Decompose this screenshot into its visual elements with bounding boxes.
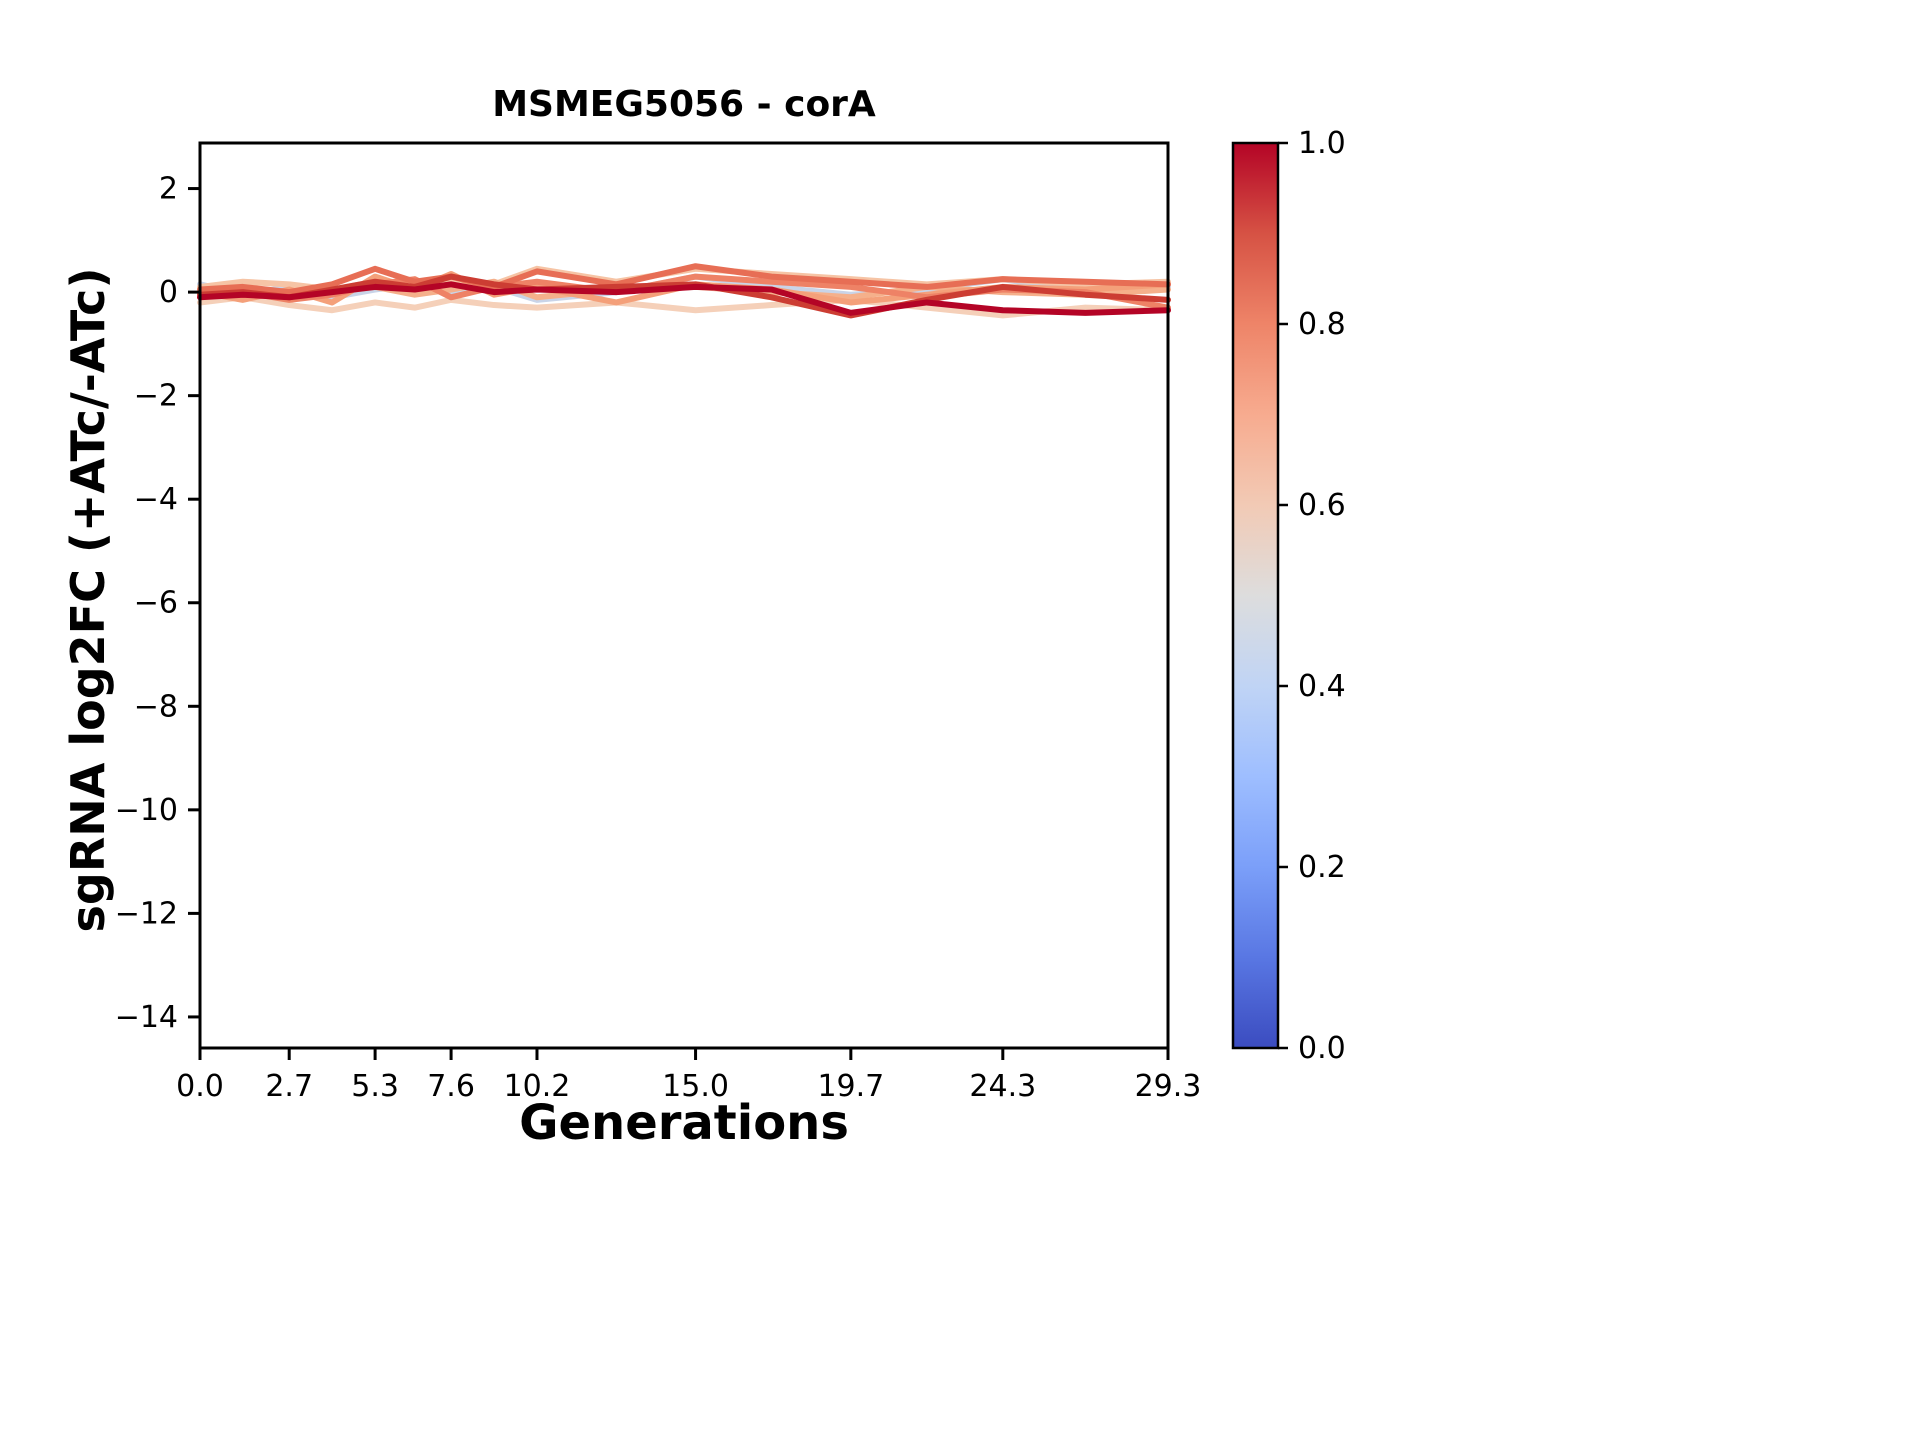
x-tick-label: 24.3 bbox=[969, 1069, 1036, 1104]
series-line bbox=[197, 281, 1171, 316]
x-tick-label: 7.6 bbox=[427, 1069, 475, 1104]
x-tick-label: 15.0 bbox=[662, 1069, 729, 1104]
colorbar-tick-label: 0.2 bbox=[1298, 850, 1346, 885]
y-tick-label: −8 bbox=[134, 689, 178, 724]
y-tick-label: −6 bbox=[134, 586, 178, 621]
y-tick-label: −14 bbox=[115, 1000, 178, 1035]
colorbar-tick-label: 0.0 bbox=[1298, 1031, 1346, 1066]
series-line bbox=[197, 294, 1171, 319]
y-tick-label: −10 bbox=[115, 793, 178, 828]
y-tick-label: −2 bbox=[134, 379, 178, 414]
colorbar-tick-label: 1.0 bbox=[1298, 126, 1346, 161]
y-tick-label: −12 bbox=[115, 896, 178, 931]
x-tick-label: 19.7 bbox=[817, 1069, 884, 1104]
y-tick-label: 2 bbox=[159, 172, 178, 207]
x-tick-label: 29.3 bbox=[1135, 1069, 1202, 1104]
colorbar-tick-label: 0.6 bbox=[1298, 488, 1346, 523]
axes-border bbox=[198, 141, 1170, 1050]
series-line bbox=[197, 263, 1171, 296]
colorbar-tick-label: 0.8 bbox=[1298, 307, 1346, 342]
y-axis-label: sgRNA log2FC (+ATc/-ATc) bbox=[61, 267, 115, 933]
x-tick-label: 5.3 bbox=[351, 1069, 399, 1104]
colorbar-tick-label: 0.4 bbox=[1298, 669, 1346, 704]
x-tick-label: 10.2 bbox=[504, 1069, 571, 1104]
y-tick-label: −4 bbox=[134, 482, 178, 517]
x-tick-label: 2.7 bbox=[265, 1069, 313, 1104]
y-tick-label: 0 bbox=[159, 275, 178, 310]
chart-title: MSMEG5056 - corA bbox=[492, 84, 876, 125]
colorbar bbox=[1231, 141, 1280, 1050]
x-axis-label: Generations bbox=[519, 1095, 849, 1151]
x-tick-label: 0.0 bbox=[176, 1069, 224, 1104]
